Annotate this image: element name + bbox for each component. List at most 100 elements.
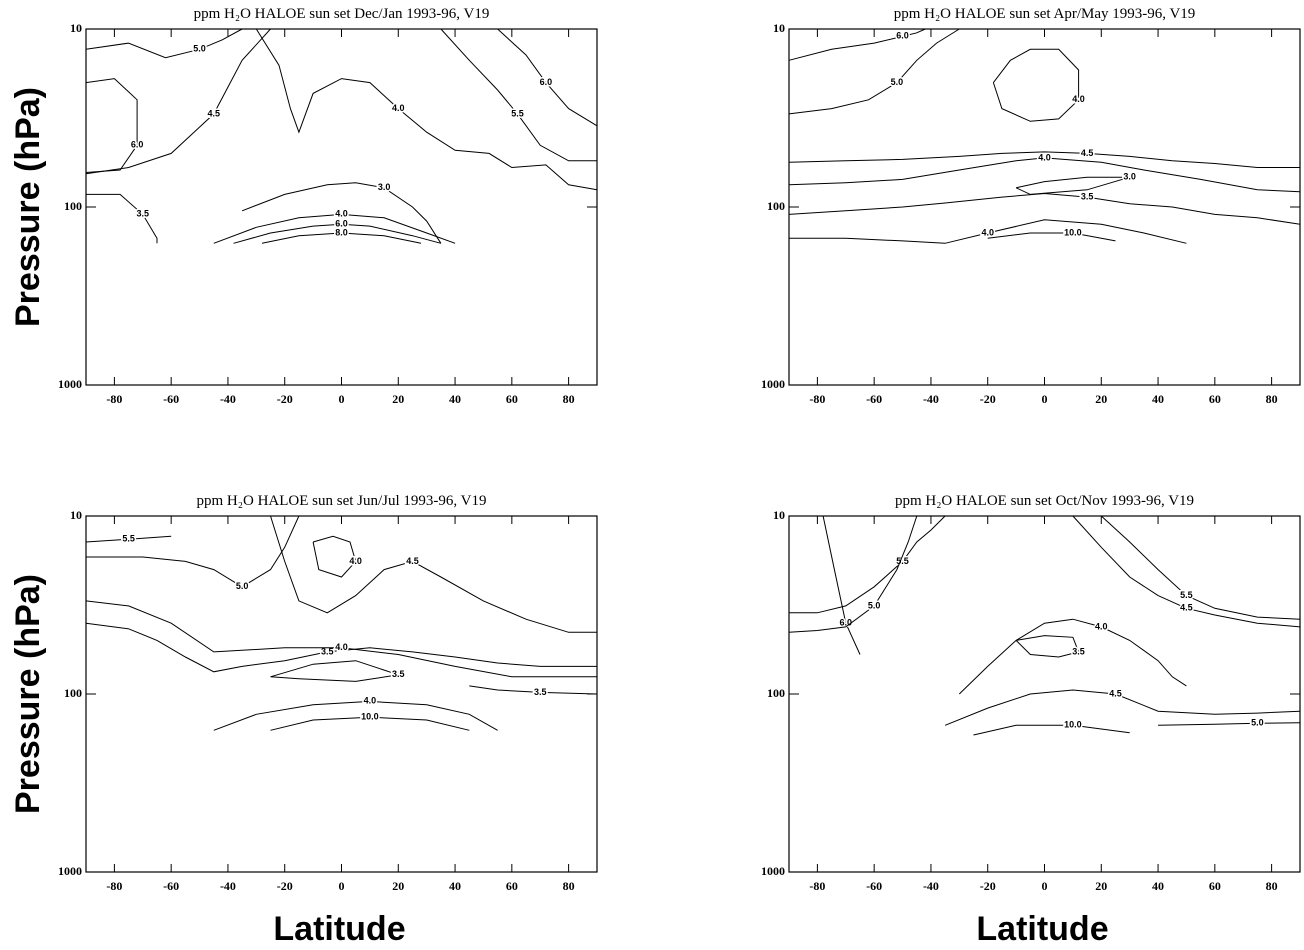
x-tick-label: 40 xyxy=(449,879,461,893)
y-tick-label: 100 xyxy=(767,199,785,213)
x-tick-label: 20 xyxy=(392,879,404,893)
contour-label: 4.0 xyxy=(364,696,377,706)
x-tick-label: -20 xyxy=(980,392,996,406)
contour-line xyxy=(1100,515,1301,620)
contour-line xyxy=(1015,635,1080,658)
contour-line xyxy=(241,182,442,244)
contour-label: 4.0 xyxy=(335,209,348,219)
contour-line xyxy=(233,223,442,244)
contour-label: 3.5 xyxy=(1072,646,1085,656)
y-tick-label: 1000 xyxy=(58,864,82,878)
x-tick-label: -80 xyxy=(106,879,122,893)
contour-line xyxy=(788,515,918,633)
panel-title: ppm H₂O HALOE sun set Oct/Nov 1993-96, V… xyxy=(895,493,1194,509)
contour-line xyxy=(255,28,598,191)
x-tick-label: 0 xyxy=(1042,392,1048,406)
plot-frame xyxy=(788,515,1301,873)
y-axis-label: Pressure (hPa) xyxy=(9,87,47,327)
panel: ppm H₂O HALOE sun set Dec/Jan 1993-96, V… xyxy=(9,6,598,406)
y-tick-label: 10 xyxy=(70,508,82,522)
contour-line xyxy=(1015,176,1130,195)
x-tick-label: 60 xyxy=(506,879,518,893)
x-tick-label: -40 xyxy=(220,392,236,406)
x-tick-label: -80 xyxy=(809,392,825,406)
contour-label: 3.5 xyxy=(1081,191,1094,201)
x-tick-label: 80 xyxy=(563,879,575,893)
contour-label: 5.0 xyxy=(1251,718,1264,728)
contour-label: 10.0 xyxy=(361,712,379,722)
contour-line xyxy=(85,535,172,543)
contour-label: 5.0 xyxy=(193,44,206,54)
contour-line xyxy=(789,219,1187,244)
contour-label: 3.0 xyxy=(1123,172,1136,182)
contour-label: 10.0 xyxy=(1064,227,1082,237)
x-tick-label: 60 xyxy=(1209,879,1221,893)
panel-title: ppm H₂O HALOE sun set Apr/May 1993-96, V… xyxy=(894,6,1196,22)
y-tick-label: 100 xyxy=(767,686,785,700)
contour-label: 5.5 xyxy=(896,556,909,566)
contour-line xyxy=(788,192,1301,225)
x-tick-label: 60 xyxy=(506,392,518,406)
y-tick-label: 10 xyxy=(773,21,785,35)
contour-label: 4.0 xyxy=(1072,94,1085,104)
y-tick-label: 1000 xyxy=(761,377,785,391)
x-tick-label: 20 xyxy=(1095,879,1107,893)
x-tick-label: 0 xyxy=(339,879,345,893)
contour-line xyxy=(261,232,422,244)
x-tick-label: 40 xyxy=(1152,879,1164,893)
contour-line xyxy=(497,28,598,127)
x-tick-label: -20 xyxy=(277,392,293,406)
contour-line xyxy=(213,700,498,731)
contour-line xyxy=(788,28,926,61)
x-axis-label: Latitude xyxy=(976,910,1108,948)
contour-line xyxy=(85,600,597,678)
x-tick-label: 60 xyxy=(1209,392,1221,406)
contour-line xyxy=(85,28,243,59)
panel-title: ppm H₂O HALOE sun set Jun/Jul 1993-96, V… xyxy=(197,493,487,509)
contour-label: 5.0 xyxy=(236,581,249,591)
x-tick-label: 40 xyxy=(1152,392,1164,406)
y-axis-label: Pressure (hPa) xyxy=(9,574,47,814)
contour-line xyxy=(789,515,946,614)
x-axis-label: Latitude xyxy=(273,910,405,948)
x-tick-label: -80 xyxy=(809,879,825,893)
panel: ppm H₂O HALOE sun set Apr/May 1993-96, V… xyxy=(761,6,1301,406)
x-tick-label: 40 xyxy=(449,392,461,406)
panel: ppm H₂O HALOE sun set Oct/Nov 1993-96, V… xyxy=(761,493,1301,948)
contour-line xyxy=(788,157,1301,193)
contour-line xyxy=(973,724,1130,736)
contour-label: 4.0 xyxy=(981,227,994,237)
contour-label: 5.0 xyxy=(868,600,881,610)
contour-label: 5.5 xyxy=(511,108,524,118)
x-tick-label: -60 xyxy=(163,392,179,406)
y-tick-label: 100 xyxy=(64,199,82,213)
x-tick-label: -40 xyxy=(220,879,236,893)
contour-line xyxy=(1072,515,1301,628)
x-tick-label: 0 xyxy=(339,392,345,406)
panel: ppm H₂O HALOE sun set Jun/Jul 1993-96, V… xyxy=(9,493,598,948)
plot-frame xyxy=(85,515,598,873)
contour-label: 4.5 xyxy=(1081,148,1094,158)
contour-line xyxy=(992,48,1080,122)
contour-line xyxy=(788,28,960,115)
contour-label: 4.5 xyxy=(207,108,220,118)
contour-label: 5.5 xyxy=(122,534,135,544)
contour-line xyxy=(85,622,597,673)
contour-label: 4.0 xyxy=(1038,152,1051,162)
contour-label: 3.0 xyxy=(378,182,391,192)
x-tick-label: 80 xyxy=(1266,879,1278,893)
contour-label: 4.5 xyxy=(1180,603,1193,613)
contour-line xyxy=(270,515,597,633)
contour-line xyxy=(469,685,598,695)
contour-label: 6.0 xyxy=(896,31,909,41)
y-tick-label: 10 xyxy=(70,21,82,35)
contour-label: 3.5 xyxy=(534,687,547,697)
x-tick-label: -60 xyxy=(866,879,882,893)
x-tick-label: 80 xyxy=(563,392,575,406)
x-tick-label: 0 xyxy=(1042,879,1048,893)
y-tick-label: 100 xyxy=(64,686,82,700)
contour-line xyxy=(85,28,271,175)
contour-label: 4.0 xyxy=(392,103,405,113)
x-tick-label: 80 xyxy=(1266,392,1278,406)
